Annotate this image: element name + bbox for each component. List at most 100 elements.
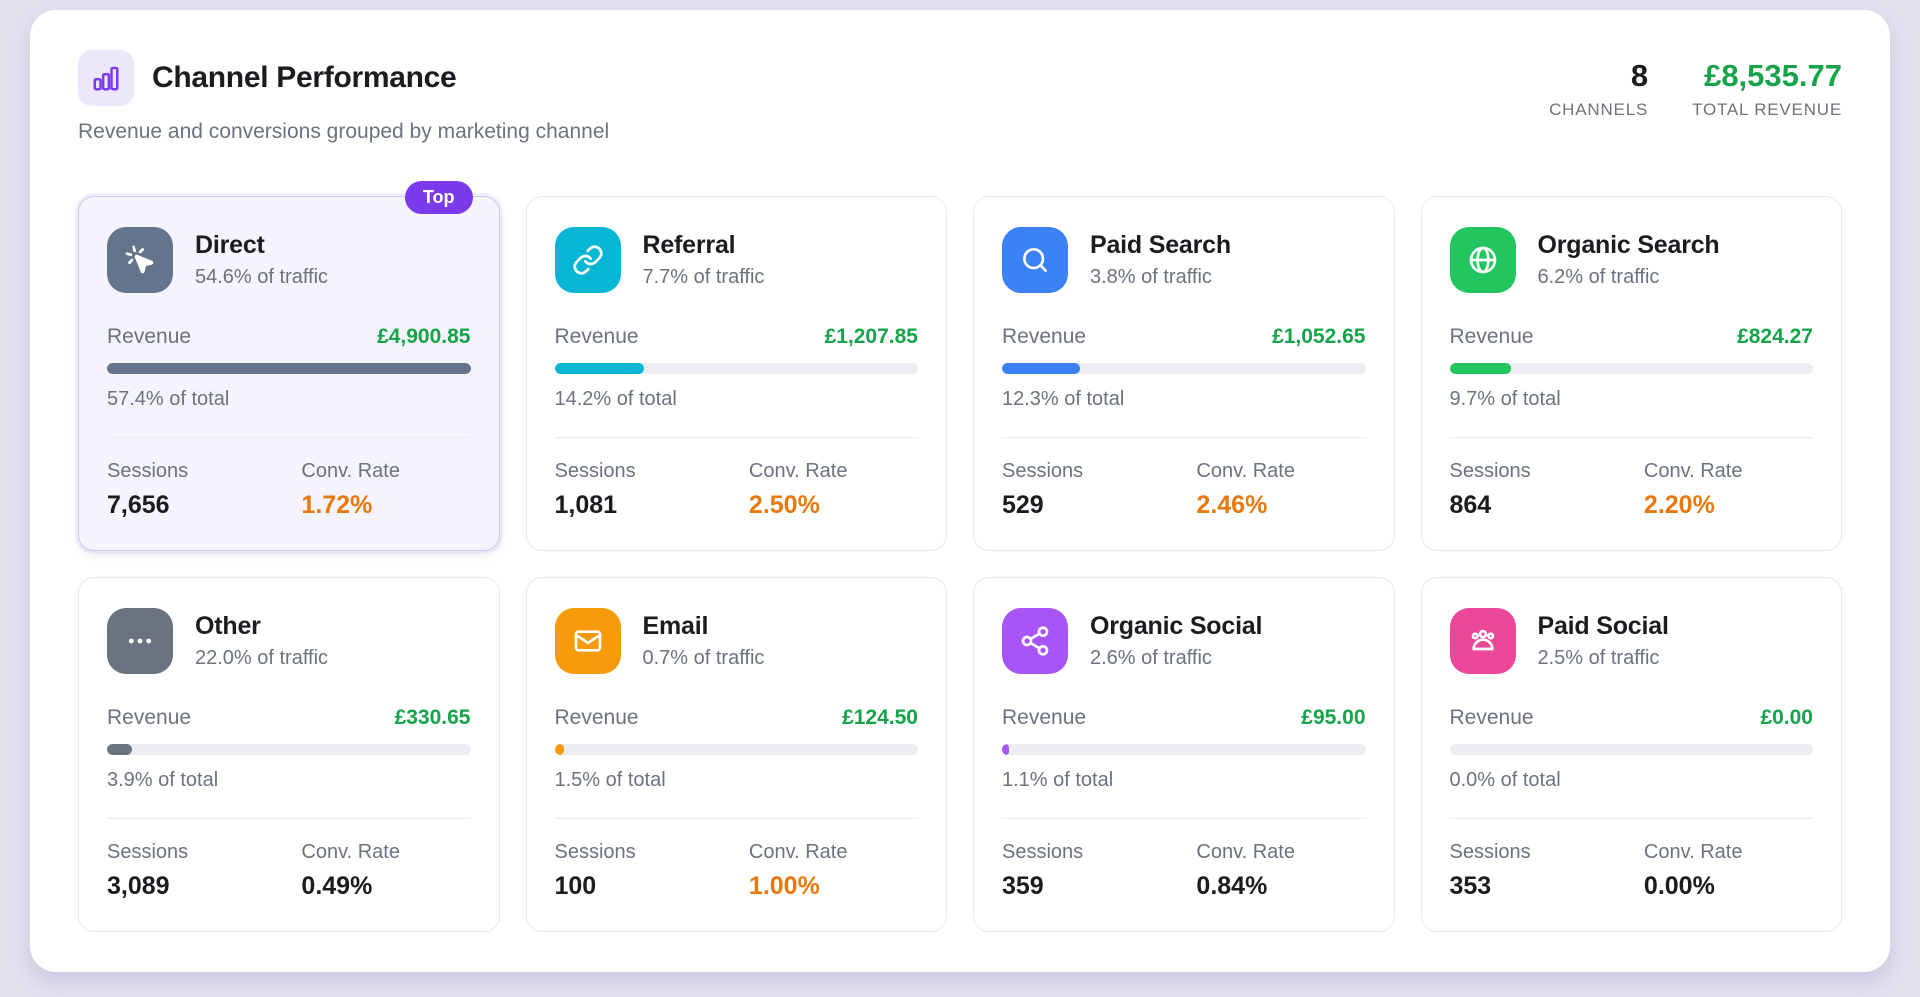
- revenue-label: Revenue: [107, 706, 192, 729]
- channel-name: Referral: [642, 231, 736, 259]
- sessions-label: Sessions: [1002, 841, 1084, 863]
- channel-name: Email: [642, 612, 709, 640]
- sessions-value: 1,081: [554, 491, 618, 519]
- revenue-progress-track: [1449, 363, 1813, 374]
- channel-card-email[interactable]: Email 0.7% of traffic Revenue £124.50 1.…: [525, 577, 947, 932]
- conv-rate-value: 1.00%: [748, 872, 820, 900]
- total-revenue-stat: £8,535.77 TOTAL REVENUE: [1692, 58, 1842, 120]
- conv-rate-value: 0.49%: [301, 872, 373, 900]
- search-icon: [1002, 227, 1068, 293]
- share-of-total: 57.4% of total: [107, 388, 230, 410]
- conv-rate-value: 2.20%: [1643, 491, 1715, 519]
- panel-header: Channel Performance Revenue and conversi…: [78, 50, 1842, 144]
- link-icon: [554, 227, 621, 293]
- share-of-total: 1.5% of total: [554, 769, 666, 791]
- revenue-value: £4,900.85: [377, 325, 471, 348]
- share-of-total: 9.7% of total: [1449, 388, 1561, 410]
- page-title: Channel Performance: [152, 61, 457, 94]
- revenue-progress-track: [554, 744, 918, 755]
- revenue-value: £1,207.85: [824, 325, 918, 348]
- bar-chart-icon: [78, 50, 134, 106]
- channel-performance-panel: Channel Performance Revenue and conversi…: [30, 10, 1890, 972]
- traffic-share: 7.7% of traffic: [642, 266, 765, 288]
- revenue-progress-track: [1002, 744, 1366, 755]
- revenue-label: Revenue: [1002, 706, 1087, 729]
- share-nodes-icon: [1002, 608, 1068, 674]
- top-badge: Top: [404, 181, 473, 214]
- revenue-value: £1,052.65: [1272, 325, 1366, 348]
- sessions-value: 864: [1449, 491, 1492, 519]
- channel-cards-grid: Top Direct 54.6% of traffic Revenue £4,9…: [78, 181, 1842, 932]
- sessions-label: Sessions: [1449, 841, 1531, 863]
- sessions-label: Sessions: [554, 841, 636, 863]
- cursor-click-icon: [107, 227, 173, 293]
- revenue-label: Revenue: [1002, 325, 1087, 348]
- revenue-progress-fill: [1002, 744, 1009, 755]
- channel-card-referral[interactable]: Referral 7.7% of traffic Revenue £1,207.…: [525, 196, 947, 551]
- channel-card-paid-social[interactable]: Paid Social 2.5% of traffic Revenue £0.0…: [1420, 577, 1842, 932]
- sessions-value: 100: [554, 872, 597, 900]
- revenue-progress-track: [554, 363, 918, 374]
- revenue-progress-fill: [1002, 363, 1080, 374]
- conv-rate-label: Conv. Rate: [301, 460, 400, 482]
- channel-name: Direct: [195, 231, 265, 259]
- sessions-label: Sessions: [1449, 460, 1531, 482]
- revenue-progress-track: [1449, 744, 1813, 755]
- share-of-total: 1.1% of total: [1002, 769, 1114, 791]
- traffic-share: 54.6% of traffic: [195, 266, 329, 288]
- revenue-label: Revenue: [1449, 325, 1534, 348]
- conv-rate-label: Conv. Rate: [1196, 460, 1295, 482]
- channel-name: Other: [195, 612, 261, 640]
- channels-count-value: 8: [1630, 58, 1649, 93]
- sessions-value: 353: [1449, 872, 1492, 900]
- channel-name: Paid Social: [1537, 612, 1669, 640]
- revenue-progress-fill: [554, 363, 645, 374]
- sessions-label: Sessions: [554, 460, 636, 482]
- share-of-total: 3.9% of total: [107, 769, 219, 791]
- channel-card-direct[interactable]: Top Direct 54.6% of traffic Revenue £4,9…: [78, 181, 500, 551]
- traffic-share: 2.5% of traffic: [1537, 647, 1660, 669]
- revenue-label: Revenue: [107, 325, 192, 348]
- traffic-share: 0.7% of traffic: [642, 647, 765, 669]
- divider: [1449, 818, 1813, 819]
- mail-icon: [554, 608, 621, 674]
- channels-count-stat: 8 CHANNELS: [1549, 58, 1648, 120]
- share-of-total: 0.0% of total: [1449, 769, 1561, 791]
- share-of-total: 12.3% of total: [1002, 388, 1125, 410]
- conv-rate-label: Conv. Rate: [301, 841, 400, 863]
- revenue-label: Revenue: [554, 706, 639, 729]
- divider: [554, 437, 918, 438]
- revenue-progress-fill: [1449, 363, 1511, 374]
- conv-rate-label: Conv. Rate: [748, 460, 848, 482]
- traffic-share: 3.8% of traffic: [1090, 266, 1212, 288]
- revenue-progress-track: [107, 363, 471, 374]
- revenue-progress-track: [1002, 363, 1366, 374]
- channel-card-organic-search[interactable]: Organic Search 6.2% of traffic Revenue £…: [1420, 196, 1842, 551]
- revenue-label: Revenue: [554, 325, 639, 348]
- conv-rate-value: 0.00%: [1643, 872, 1715, 900]
- channel-name: Organic Social: [1090, 612, 1263, 640]
- conv-rate-label: Conv. Rate: [1643, 841, 1743, 863]
- channel-card-paid-search[interactable]: Paid Search 3.8% of traffic Revenue £1,0…: [973, 196, 1395, 551]
- users-icon: [1449, 608, 1516, 674]
- channel-card-other[interactable]: Other 22.0% of traffic Revenue £330.65 3…: [78, 577, 500, 932]
- sessions-label: Sessions: [1002, 460, 1084, 482]
- sessions-value: 3,089: [107, 872, 170, 900]
- revenue-value: £124.50: [842, 706, 918, 729]
- divider: [554, 818, 918, 819]
- revenue-value: £824.27: [1737, 325, 1813, 348]
- divider: [1449, 437, 1813, 438]
- conv-rate-label: Conv. Rate: [1643, 460, 1743, 482]
- channel-card-organic-social[interactable]: Organic Social 2.6% of traffic Revenue £…: [973, 577, 1395, 932]
- conv-rate-label: Conv. Rate: [748, 841, 848, 863]
- sessions-value: 359: [1002, 872, 1044, 900]
- sessions-label: Sessions: [107, 460, 189, 482]
- total-revenue-value: £8,535.77: [1704, 58, 1842, 93]
- traffic-share: 22.0% of traffic: [195, 647, 329, 669]
- revenue-progress-fill: [107, 363, 471, 374]
- conv-rate-value: 0.84%: [1196, 872, 1268, 900]
- revenue-value: £95.00: [1301, 706, 1366, 729]
- traffic-share: 6.2% of traffic: [1537, 266, 1660, 288]
- channel-name: Paid Search: [1090, 231, 1231, 259]
- globe-icon: [1449, 227, 1516, 293]
